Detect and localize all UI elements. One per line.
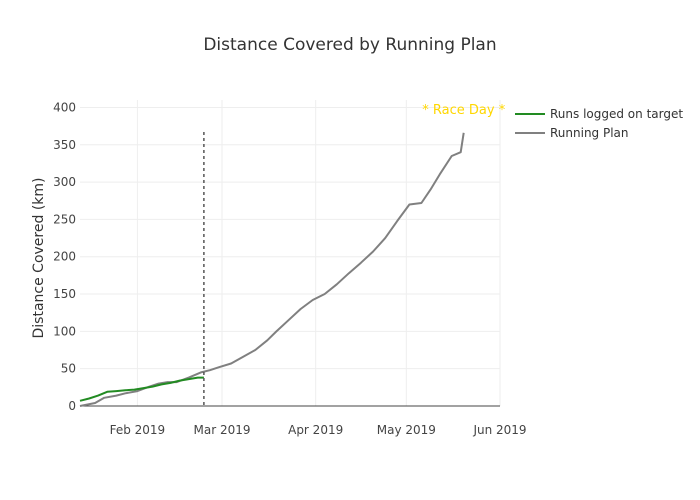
y-tick-label: 400 bbox=[53, 100, 76, 114]
axes: 0 50 100 150 200 250 300 350 400 Feb 2019 Mar 2019… bbox=[53, 100, 526, 437]
legend-label: Runs logged on target bbox=[550, 107, 683, 121]
y-tick-label: 250 bbox=[53, 212, 76, 226]
chart-title: Distance Covered by Running Plan bbox=[203, 35, 496, 55]
y-tick-label: 50 bbox=[61, 362, 76, 376]
plot-area bbox=[79, 132, 465, 407]
y-tick-label: 300 bbox=[53, 175, 76, 189]
y-tick-label: 200 bbox=[53, 250, 76, 264]
y-tick-label: 350 bbox=[53, 138, 76, 152]
x-tick-label: Jun 2019 bbox=[472, 423, 526, 437]
legend-label: Running Plan bbox=[550, 126, 629, 140]
x-tick-label: Feb 2019 bbox=[110, 423, 166, 437]
y-tick-label: 150 bbox=[53, 287, 76, 301]
y-tick-label: 0 bbox=[68, 399, 76, 413]
legend[interactable]: Runs logged on target Running Plan bbox=[515, 107, 683, 140]
y-axis-title: Distance Covered (km) bbox=[31, 178, 47, 339]
series-line-runs-logged-on-target bbox=[79, 376, 204, 402]
y-tick-label: 100 bbox=[53, 324, 76, 338]
x-tick-label: Apr 2019 bbox=[288, 423, 343, 437]
x-tick-label: May 2019 bbox=[377, 423, 436, 437]
gridlines bbox=[80, 100, 501, 406]
race-day-annotation: * Race Day * bbox=[422, 103, 505, 118]
x-tick-label: Mar 2019 bbox=[194, 423, 251, 437]
